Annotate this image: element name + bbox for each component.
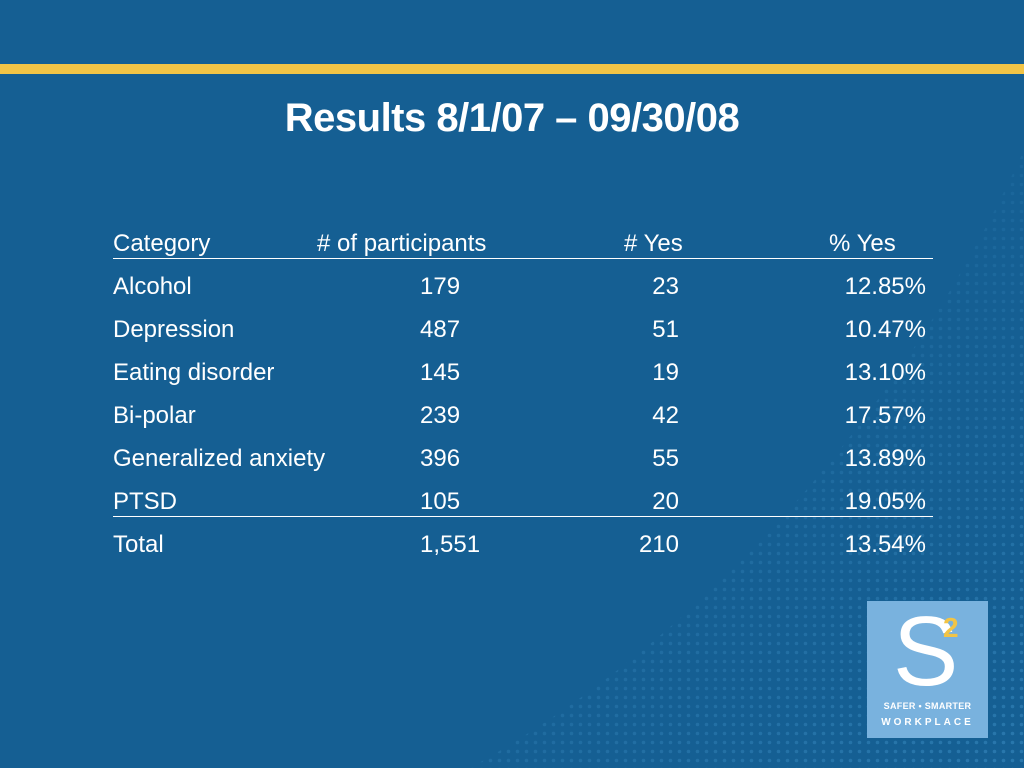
safer-smarter-workplace-logo: S 2 SAFER • SMARTER WORKPLACE [867,601,988,738]
cell-participants: 105 [420,488,461,515]
total-separator-line [113,516,933,517]
cell-percent-yes: 10.47% [844,316,926,343]
cell-percent-yes: 13.89% [844,445,926,472]
cell-participants: 179 [420,273,461,300]
table-total-row: Total 1,551 210 13.54% [113,529,933,572]
cell-participants: 239 [420,402,461,429]
header-underline [113,258,933,259]
slide-title: Results 8/1/07 – 09/30/08 [284,96,740,140]
cell-percent-yes: 13.54% [844,531,926,558]
header-participants: # of participants [317,230,487,257]
logo-wordmark: WORKPLACE [881,717,974,728]
table-row: Eating disorder 145 19 13.10% [113,357,933,400]
cell-yes: 23 [652,273,679,300]
cell-percent-yes: 17.57% [844,402,926,429]
table-row: PTSD 105 20 19.05% [113,486,933,529]
cell-yes: 19 [652,359,679,386]
cell-category: Total [113,531,164,558]
logo-superscript: 2 [943,612,959,643]
cell-yes: 55 [652,445,679,472]
logo-tagline: SAFER • SMARTER [883,701,972,711]
cell-participants: 1,551 [420,531,481,558]
header-yes: # Yes [624,230,683,257]
logo-letter: S [893,596,959,706]
cell-participants: 487 [420,316,461,343]
cell-category: PTSD [113,488,178,515]
table-row: Depression 487 51 10.47% [113,314,933,357]
cell-category: Depression [113,316,235,343]
table-row: Alcohol 179 23 12.85% [113,271,933,314]
cell-yes: 51 [652,316,679,343]
cell-yes: 210 [638,531,679,558]
gold-accent-bar [0,64,1024,74]
cell-percent-yes: 13.10% [844,359,926,386]
header-category: Category [113,230,211,257]
cell-participants: 396 [420,445,461,472]
table-header-row: Category # of participants # Yes % Yes [113,228,933,271]
cell-participants: 145 [420,359,461,386]
cell-category: Generalized anxiety [113,445,326,472]
cell-percent-yes: 12.85% [844,273,926,300]
cell-percent-yes: 19.05% [844,488,926,515]
cell-yes: 20 [652,488,679,515]
results-table: Category # of participants # Yes % Yes A… [113,228,933,572]
header-percent-yes: % Yes [829,230,896,257]
cell-category: Bi-polar [113,402,196,429]
table-row: Bi-polar 239 42 17.57% [113,400,933,443]
cell-category: Eating disorder [113,359,275,386]
cell-yes: 42 [652,402,679,429]
table-row: Generalized anxiety 396 55 13.89% [113,443,933,486]
cell-category: Alcohol [113,273,192,300]
